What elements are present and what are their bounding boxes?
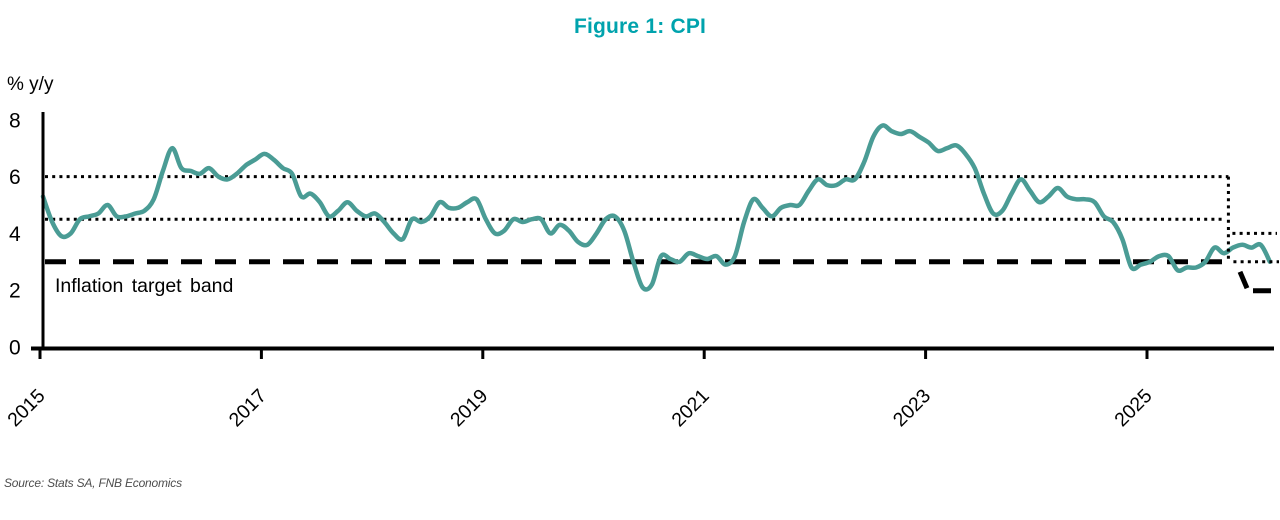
x-tick-labels: 2015 2017 2019 2021 2023 2025 [3, 350, 1157, 431]
y-tick-labels: 0 2 4 6 8 [9, 109, 21, 359]
cpi-series-line [40, 123, 1273, 292]
axes [31, 112, 1274, 351]
inflation-target-band-label: Inflation target band [55, 275, 234, 297]
new-lower-band-dash-diagonal [1237, 270, 1250, 290]
x-tick-label: 2025 [1110, 385, 1156, 431]
x-tick-label: 2015 [3, 385, 49, 431]
y-axis-unit-label: % y/y [7, 74, 54, 95]
new-target-band-lines [1226, 176, 1279, 294]
y-tick-label: 4 [9, 223, 21, 246]
y-tick-label: 0 [9, 337, 21, 360]
x-tick-label: 2019 [446, 385, 492, 431]
x-tick-label: 2021 [667, 385, 713, 431]
y-tick-label: 8 [9, 109, 21, 132]
y-tick-label: 6 [9, 166, 21, 189]
old-target-band-lines [45, 175, 1229, 265]
x-tick-label: 2017 [225, 385, 271, 431]
y-tick-label: 2 [9, 280, 21, 303]
x-tick-label: 2023 [889, 385, 935, 431]
source-note: Source: Stats SA, FNB Economics [4, 476, 182, 490]
figure-title: Figure 1: CPI [573, 15, 707, 38]
